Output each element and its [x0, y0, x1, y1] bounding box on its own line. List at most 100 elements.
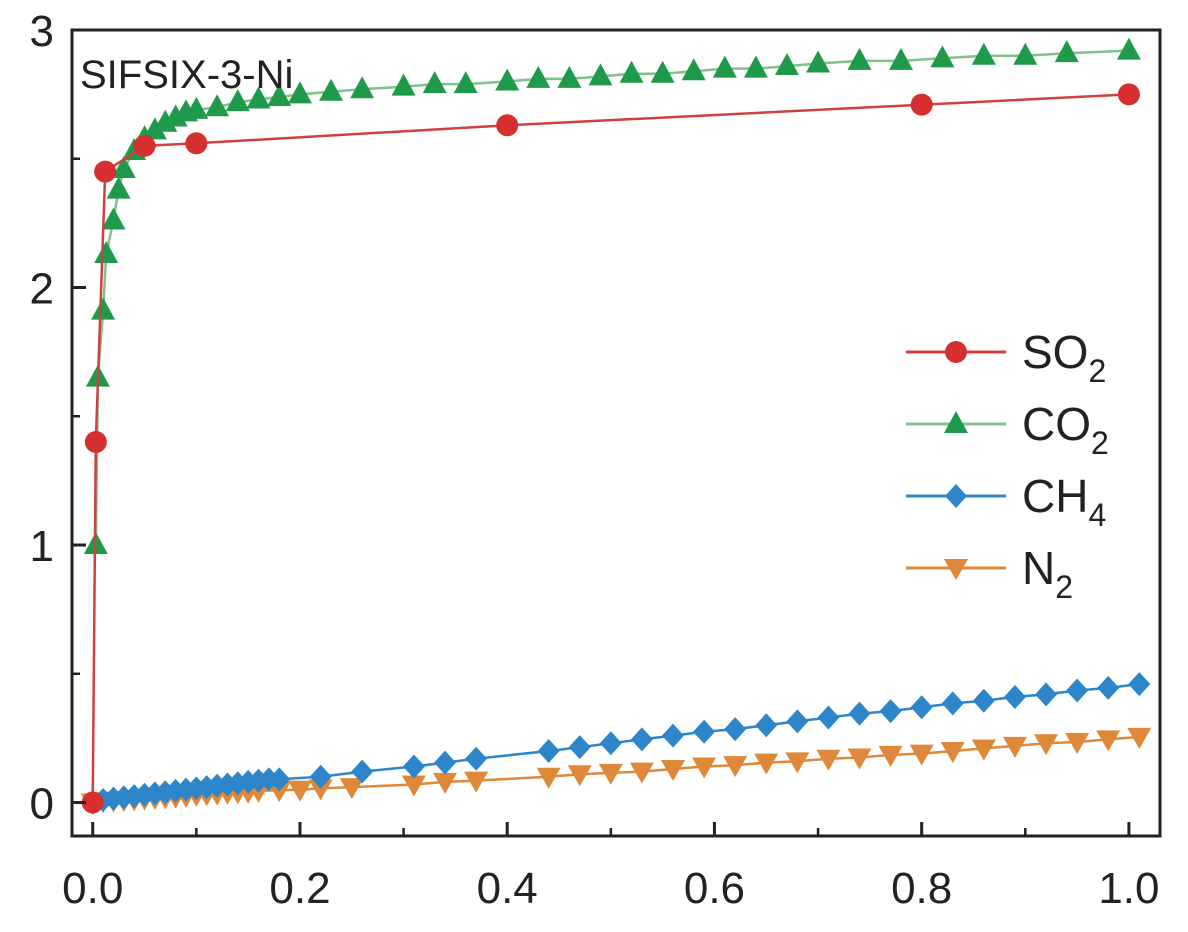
co2-point [588, 63, 613, 86]
ch4-point [910, 695, 933, 720]
n2-point [1096, 730, 1121, 752]
so2-point [81, 791, 104, 814]
ch4-point [661, 723, 684, 748]
n2-point [909, 744, 934, 766]
co2-point [1013, 42, 1038, 65]
co2-point [422, 71, 447, 94]
series-co2 [83, 37, 1141, 555]
co2-point [184, 96, 209, 119]
so2-point [496, 114, 519, 137]
co2-point [225, 89, 250, 112]
legend-item-so2: SO2 [906, 326, 1106, 389]
ch4-point [268, 767, 291, 792]
ch4-point [351, 759, 374, 784]
legend-item-ch4: CH4 [906, 470, 1106, 533]
series-so2 [81, 83, 1140, 814]
co2-point [91, 297, 116, 320]
co2-point [1116, 37, 1141, 60]
n2-point [1034, 734, 1059, 756]
ch4-point [786, 709, 809, 734]
x-tick-label: 0.4 [477, 864, 538, 913]
co2-point [712, 55, 737, 78]
co2-point [205, 94, 230, 117]
co2-point [111, 156, 136, 179]
ch4-point [879, 699, 902, 724]
n2-point [1127, 727, 1152, 749]
x-tick-label: 0.2 [269, 864, 330, 913]
so2-line [91, 93, 1129, 803]
y-tick-label: 1 [30, 522, 54, 571]
legend-label-main: N [1022, 542, 1055, 594]
n2-point [847, 748, 872, 770]
legend-item-n2: N2 [906, 542, 1073, 605]
ch4-point [1097, 675, 1120, 700]
n2-point [308, 779, 333, 801]
legend-label-main: SO [1022, 326, 1088, 378]
co2-point [319, 78, 344, 101]
legend-marker [945, 484, 967, 508]
n2-point [287, 780, 312, 802]
co2-point [650, 60, 675, 83]
axis-layer: 0.0 0.2 0.4 0.6 0.8 1.0 0 1 2 3 [30, 7, 1160, 913]
ch4-point [972, 688, 995, 713]
co2-point [350, 76, 375, 99]
n2-point [971, 739, 996, 761]
co2-point [101, 207, 126, 230]
legend-label: SO2 [1022, 326, 1106, 389]
co2-point [526, 65, 551, 88]
co2-point [888, 47, 913, 70]
n2-point [660, 760, 685, 782]
ch4-point [817, 705, 840, 730]
so2-point [910, 93, 933, 116]
ch4-point [309, 764, 332, 789]
so2-point [84, 431, 107, 454]
n2-point [754, 753, 779, 775]
co2-point [246, 86, 271, 109]
legend-label: CH4 [1022, 470, 1106, 533]
ch4-point [1003, 684, 1026, 709]
legend-marker [944, 411, 968, 433]
y-tick-label: 2 [30, 265, 54, 314]
ch4-point [693, 719, 716, 744]
ch4-point [724, 717, 747, 742]
co2-point [495, 68, 520, 91]
co2-point [94, 241, 119, 264]
legend-label-subscript: 2 [1091, 425, 1109, 461]
so2-point [133, 134, 156, 157]
co2-point [619, 60, 644, 83]
co2-point [971, 42, 996, 65]
co2-point [774, 53, 799, 76]
x-tick-label: 0.8 [891, 864, 952, 913]
ch4-point [402, 754, 425, 779]
ch4-point [1066, 678, 1089, 703]
so2-point [185, 132, 208, 155]
co2-point [391, 73, 416, 96]
n2-point [629, 762, 654, 784]
co2-point [106, 176, 131, 199]
ch4-point [599, 731, 622, 756]
legend-item-co2: CO2 [906, 398, 1109, 461]
so2-point [1117, 83, 1140, 106]
n2-point [339, 778, 364, 800]
x-tick-label: 0.6 [684, 864, 745, 913]
ch4-point [568, 735, 591, 760]
legend-label: N2 [1022, 542, 1073, 605]
ch4-point [630, 727, 653, 752]
so2-point [94, 160, 117, 183]
legend-label-main: CH [1022, 470, 1088, 522]
legend-marker [945, 341, 967, 363]
n2-point [692, 757, 717, 779]
co2-point [287, 81, 312, 104]
co2-point [557, 65, 582, 88]
ch4-point [1035, 682, 1058, 707]
series-layer [80, 37, 1152, 815]
n2-point [1065, 733, 1090, 755]
co2-point [453, 71, 478, 94]
ch4-point [537, 739, 560, 764]
legend-label-main: CO [1022, 398, 1091, 450]
n2-point [940, 742, 965, 764]
legend-label-subscript: 2 [1088, 353, 1106, 389]
co2-point [930, 45, 955, 68]
